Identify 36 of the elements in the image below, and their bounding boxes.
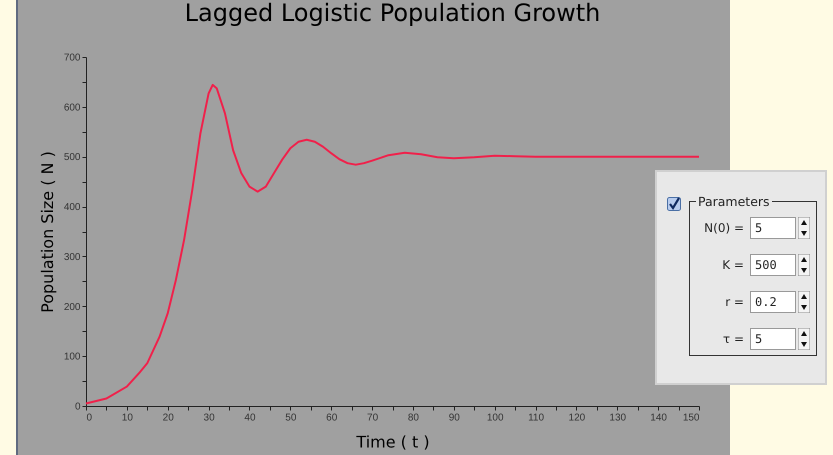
- y-axis-title: Population Size ( N ): [38, 151, 57, 313]
- x-tick-label: 40: [244, 412, 256, 424]
- text: 5: [750, 216, 796, 238]
- y-tick-label: 100: [64, 352, 81, 363]
- chart-title: Lagged Logistic Population Growth: [184, 0, 600, 27]
- text: 5: [750, 328, 796, 350]
- x-tick-label: 60: [326, 412, 338, 424]
- x-tick-label: 110: [528, 412, 544, 424]
- text: τ =: [722, 332, 745, 346]
- x-tick-label: 90: [448, 412, 460, 424]
- x-tick-label: 10: [122, 412, 134, 424]
- x-tick-label: 0: [86, 412, 92, 424]
- text: 500: [750, 254, 796, 276]
- x-tick-label: 20: [162, 412, 174, 424]
- x-tick-label: 50: [285, 412, 297, 424]
- y-tick-label: 400: [64, 202, 81, 214]
- y-tick-label: 300: [64, 252, 81, 263]
- text: r =: [724, 294, 745, 308]
- text: Parameters: [697, 194, 771, 209]
- text: N(0) =: [703, 220, 745, 234]
- x-tick-label: 100: [486, 412, 504, 424]
- y-tick-label: 0: [74, 402, 81, 412]
- x-axis-title: Time ( t ): [355, 432, 430, 452]
- x-tick-label: 80: [408, 412, 420, 424]
- y-tick-label: 600: [64, 102, 81, 114]
- x-tick-label: 150: [682, 412, 700, 424]
- y-tick-label: 200: [64, 302, 81, 313]
- y-tick-label: 500: [64, 152, 81, 164]
- x-tick-label: 120: [568, 412, 586, 424]
- x-tick-label: 130: [609, 412, 627, 424]
- x-tick-label: 30: [204, 412, 216, 424]
- text: K =: [721, 258, 745, 272]
- text: 0.2: [750, 290, 796, 312]
- y-tick-label: 700: [64, 52, 81, 64]
- x-tick-label: 70: [367, 412, 379, 424]
- x-tick-label: 140: [650, 412, 668, 424]
